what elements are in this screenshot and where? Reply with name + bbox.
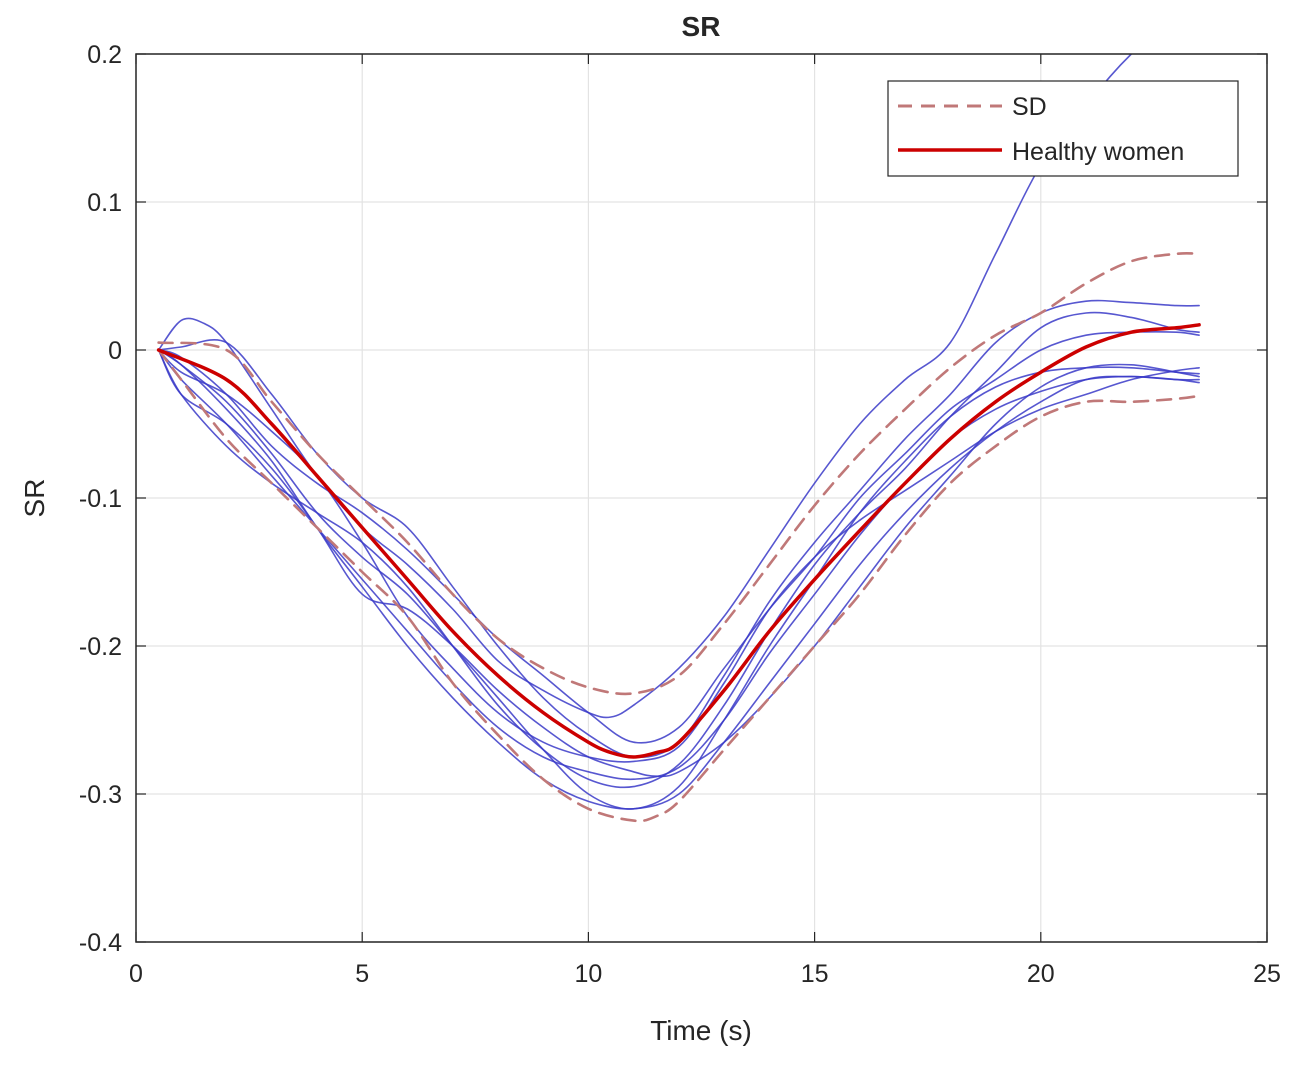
- y-axis-label: SR: [19, 479, 50, 518]
- series-line-healthy-women: [156, 323, 1201, 759]
- y-tick-label: -0.3: [79, 781, 122, 809]
- x-tick-label: 25: [1253, 960, 1281, 988]
- series-line-individual-8: [157, 311, 1200, 789]
- y-tick-label: 0.1: [87, 189, 122, 217]
- x-axis-label: Time (s): [650, 1015, 752, 1046]
- x-tick-label: 0: [129, 960, 143, 988]
- series-line-sd-upper: [157, 251, 1201, 696]
- plot-series: [156, 54, 1201, 823]
- x-tick-label: 15: [801, 960, 829, 988]
- series-line-individual-3: [157, 54, 1133, 719]
- legend: SD Healthy women: [887, 80, 1239, 177]
- y-tick-label: -0.2: [79, 633, 122, 661]
- chart-title: SR: [682, 11, 721, 42]
- axis-ticks: 0 5 10 15 20 25 0.2 0.1 0 -0.1 -0.2 -0.3 -0.4: [79, 41, 1281, 988]
- legend-box: [887, 80, 1239, 177]
- x-tick-label: 20: [1027, 960, 1055, 988]
- series-line-individual-10: [157, 331, 1200, 744]
- series-line-sd-lower: [157, 348, 1201, 823]
- legend-label-sd: SD: [1012, 93, 1047, 121]
- x-tick-label: 5: [355, 960, 369, 988]
- y-tick-label: -0.1: [79, 485, 122, 513]
- y-tick-label: 0.2: [87, 41, 122, 69]
- y-tick-label: 0: [108, 337, 122, 365]
- x-tick-label: 10: [574, 960, 602, 988]
- legend-label-healthy-women: Healthy women: [1012, 138, 1184, 166]
- y-tick-label: -0.4: [79, 929, 122, 957]
